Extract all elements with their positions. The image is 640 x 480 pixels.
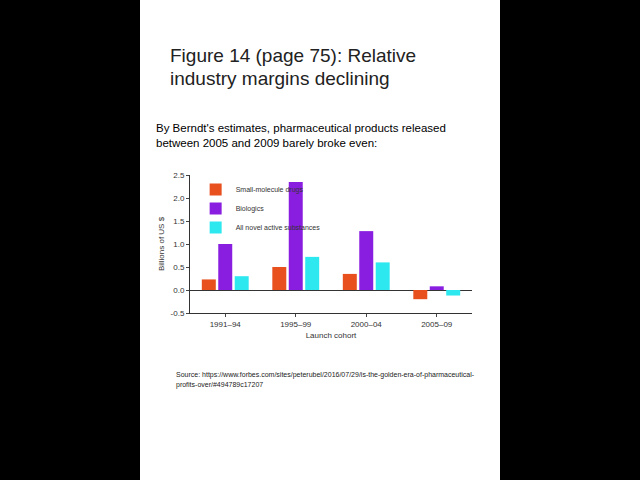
html-text:Source: https://www.forbes.com: Source: https://www.forbes.com/sites/pet… — [176, 371, 474, 388]
svg-text:1.5: 1.5 — [173, 217, 185, 226]
svg-text:All novel active substances: All novel active substances — [236, 224, 321, 231]
svg-text:Biologics: Biologics — [236, 205, 265, 213]
svg-text:Small-molecule drugs: Small-molecule drugs — [236, 186, 304, 194]
svg-text:2000–04: 2000–04 — [351, 320, 383, 329]
svg-text:-0.5: -0.5 — [171, 309, 185, 318]
html-text:By Berndt's estimates, pharmac: By Berndt's estimates, pharmaceutical pr… — [156, 122, 446, 149]
svg-text:1995–99: 1995–99 — [280, 320, 312, 329]
html-text:Figure 14 (page 75): Relative: Figure 14 (page 75): Relative industry m… — [170, 45, 417, 89]
svg-text:1.0: 1.0 — [173, 240, 185, 249]
svg-text:0.5: 0.5 — [173, 263, 185, 272]
svg-text:0.0: 0.0 — [173, 286, 185, 295]
svg-text:2.0: 2.0 — [173, 194, 185, 203]
svg-text:2005–09: 2005–09 — [421, 320, 453, 329]
svg-text:Billions of US $: Billions of US $ — [157, 216, 166, 271]
svg-text:2.5: 2.5 — [173, 171, 185, 180]
svg-text:Launch cohort: Launch cohort — [306, 331, 357, 340]
svg-text:1991–94: 1991–94 — [210, 320, 242, 329]
